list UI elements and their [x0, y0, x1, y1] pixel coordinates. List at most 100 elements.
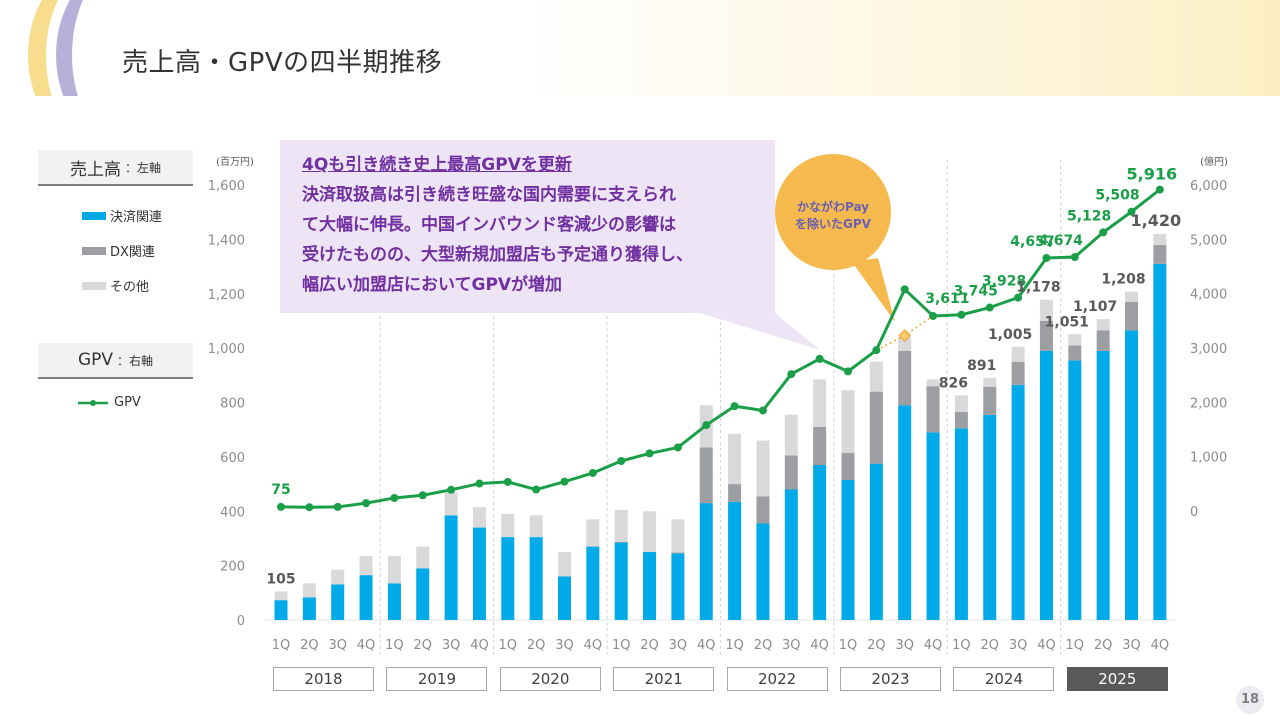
bar-segment-other	[784, 414, 798, 456]
bar-segment-payment	[529, 537, 543, 620]
bar-segment-payment	[416, 568, 430, 620]
x-axis-quarter-label: 4Q	[584, 638, 603, 653]
legend-gpv-header: GPV ：右軸	[38, 343, 193, 379]
bar-segment-payment	[387, 583, 401, 620]
bar-segment-payment	[643, 552, 657, 620]
bar-segment-payment	[472, 527, 486, 620]
legend-revenue-title: 売上高	[69, 159, 121, 180]
gpv-point	[844, 367, 852, 376]
gpv-point	[758, 406, 767, 415]
bar-segment-other	[558, 552, 571, 577]
gpv-point	[362, 499, 371, 508]
left-axis-tick: 1,600	[208, 179, 245, 194]
bar-segment-dx	[841, 452, 855, 480]
gpv-point	[503, 477, 512, 486]
bar-segment-other	[331, 569, 345, 585]
x-axis-quarter-label: 4Q	[810, 638, 829, 653]
decorative-arc-yellow	[28, 0, 178, 96]
revenue-total-label: 826	[939, 375, 968, 391]
bar-segment-dx	[699, 447, 713, 504]
x-axis-quarter-label: 3Q	[555, 638, 574, 653]
x-axis-quarter-label: 1Q	[1066, 638, 1085, 653]
revenue-total-label: 1,005	[988, 327, 1032, 343]
bar-segment-dx	[784, 455, 798, 490]
callout-box	[280, 140, 775, 313]
bar-segment-other	[1068, 334, 1082, 346]
bar-segment-payment	[274, 600, 288, 620]
revenue-total-label: 1,178	[1016, 280, 1060, 296]
header-banner: 売上高・GPVの四半期推移	[0, 0, 1280, 96]
legend-swatch-dx	[82, 246, 106, 255]
gpv-point	[560, 477, 569, 486]
bar-segment-payment	[756, 523, 770, 620]
bar-segment-payment	[813, 465, 827, 620]
x-axis-quarter-label: 4Q	[924, 638, 943, 653]
legend-revenue-header: 売上高 ：左軸	[38, 150, 193, 186]
year-label-2021: 2021	[613, 667, 715, 691]
year-label-2022: 2022	[726, 667, 828, 691]
gpv-point	[929, 311, 938, 320]
year-label-2018: 2018	[273, 667, 375, 691]
x-axis-quarter-label: 2Q	[980, 638, 999, 653]
gpv-data-label: 5,128	[1067, 208, 1111, 224]
legend-item-other: その他	[82, 276, 149, 295]
gpv-point	[673, 443, 682, 452]
x-axis-quarter-label: 3Q	[782, 638, 801, 653]
bar-segment-other	[869, 361, 883, 392]
gpv-point	[815, 354, 824, 363]
x-axis-quarter-label: 1Q	[839, 638, 858, 653]
x-axis-quarter-label: 2Q	[527, 638, 546, 653]
revenue-total-label: 891	[967, 358, 996, 374]
gpv-point	[1127, 207, 1136, 216]
bar-segment-payment	[869, 463, 883, 620]
bar-segment-payment	[501, 537, 515, 620]
gpv-point	[588, 468, 597, 477]
left-axis-tick: 1,400	[208, 233, 245, 248]
legend-swatch-payment	[82, 211, 106, 220]
gpv-point	[1155, 185, 1164, 194]
gpv-point	[333, 502, 342, 511]
legend-label-payment: 決済関連	[110, 210, 163, 225]
page-title: 売上高・GPVの四半期推移	[122, 48, 443, 78]
bar-segment-other	[926, 379, 940, 387]
bar-segment-dx	[1068, 345, 1082, 361]
year-label-2025: 2025	[1066, 667, 1168, 691]
gpv-point	[617, 457, 626, 466]
left-axis-tick: 600	[220, 451, 245, 466]
bar-segment-dx	[898, 350, 912, 406]
bar-segment-other	[1125, 291, 1138, 302]
gpv-data-label: 3,611	[925, 291, 969, 307]
gpv-data-label: 4,674	[1039, 233, 1084, 249]
bar-segment-payment	[331, 584, 345, 620]
right-axis-unit: (億円)	[1200, 155, 1228, 168]
x-axis-quarter-label: 4Q	[1037, 638, 1056, 653]
legend-revenue-axis-note: ：左軸	[124, 160, 161, 175]
bar-segment-other	[983, 377, 997, 387]
bar-segment-other	[586, 519, 600, 547]
right-axis-tick: 0	[1190, 505, 1198, 520]
callout-line-3: 受けたものの、大型新規加盟店も予定通り獲得し、	[302, 245, 693, 265]
gpv-point	[532, 485, 541, 494]
annotation-bubble	[775, 154, 891, 270]
gpv-data-label: 75	[271, 482, 290, 498]
callout-title: 4Qも引き続き史上最高GPVを更新	[302, 155, 572, 175]
legend-line-gpv-icon	[78, 399, 108, 406]
gpv-point	[1014, 293, 1023, 302]
callout-line-1: 決済取扱高は引き続き旺盛な国内需要に支えられ	[302, 185, 676, 205]
revenue-total-label: 1,420	[1131, 211, 1182, 230]
gpv-point	[277, 502, 285, 511]
left-axis-tick: 1,200	[208, 288, 245, 303]
gpv-point	[730, 402, 739, 411]
x-axis-quarter-label: 4Q	[697, 638, 716, 653]
bar-segment-payment	[841, 479, 855, 620]
bar-segment-other	[954, 395, 968, 413]
bar-segment-payment	[954, 428, 968, 620]
bar-segment-other	[898, 337, 912, 351]
bar-segment-other	[841, 390, 855, 453]
gpv-data-label: 5,916	[1127, 165, 1178, 184]
bar-segment-dx	[954, 412, 968, 429]
bar-segment-payment	[1011, 384, 1025, 620]
bar-segment-dx	[614, 541, 628, 543]
legend-item-dx: DX関連	[82, 241, 155, 260]
